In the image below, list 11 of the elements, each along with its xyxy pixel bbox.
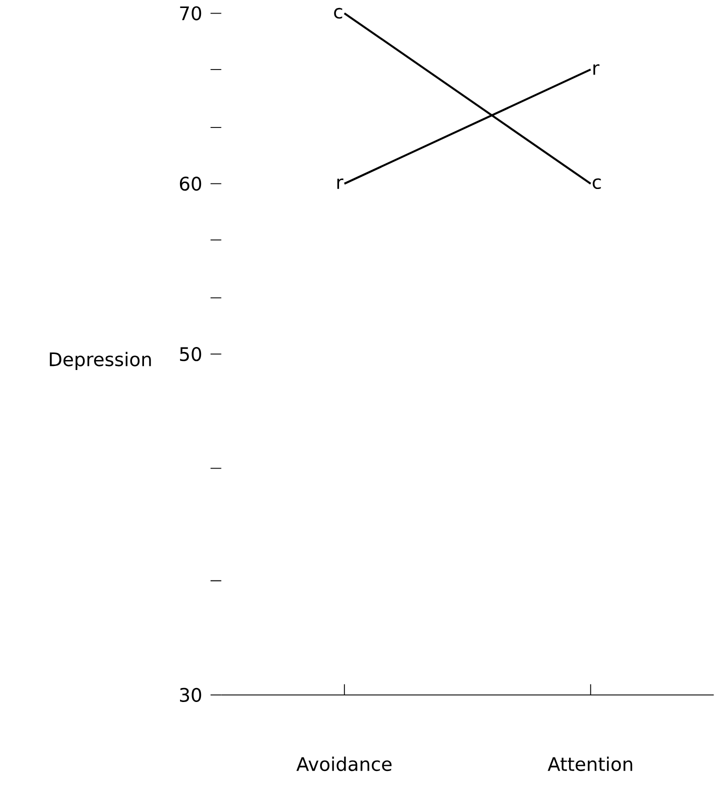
y-tick-label: 50 (180, 347, 202, 362)
series-label: r (338, 178, 344, 189)
text: r (594, 64, 600, 75)
y-tick-label: 30 (180, 688, 202, 702)
y-tick-label: 70 (180, 6, 202, 20)
x-tick-label: Attention (548, 756, 632, 772)
text: c (334, 8, 342, 19)
x-tick-label: Avoidance (296, 756, 392, 772)
series-label: c (592, 178, 602, 190)
y-tick-label: 60 (180, 176, 202, 191)
y-axis-title: Depression (50, 352, 152, 370)
